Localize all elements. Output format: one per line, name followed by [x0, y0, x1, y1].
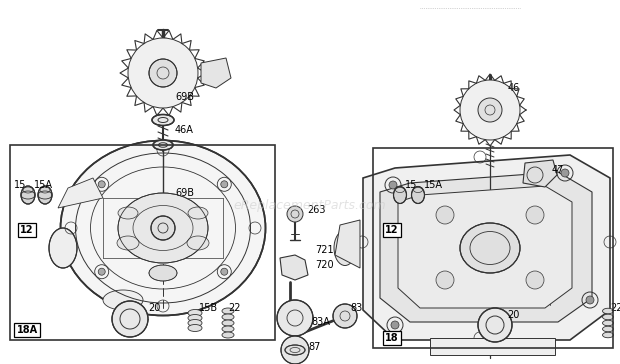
Circle shape	[112, 301, 148, 337]
Circle shape	[277, 300, 313, 336]
Text: 20: 20	[507, 310, 520, 320]
Ellipse shape	[152, 115, 174, 126]
Circle shape	[98, 268, 105, 275]
Circle shape	[478, 98, 502, 122]
Ellipse shape	[603, 332, 614, 338]
Polygon shape	[201, 58, 231, 88]
Ellipse shape	[222, 320, 234, 326]
Circle shape	[391, 321, 399, 329]
Ellipse shape	[394, 186, 407, 203]
Text: 15A: 15A	[34, 180, 53, 190]
Ellipse shape	[188, 324, 202, 332]
Ellipse shape	[187, 236, 209, 250]
Bar	[373, 148, 613, 348]
Ellipse shape	[460, 223, 520, 273]
Ellipse shape	[103, 290, 143, 310]
Text: 18: 18	[385, 333, 399, 343]
Ellipse shape	[412, 186, 425, 203]
Circle shape	[460, 80, 520, 140]
Text: 20: 20	[148, 303, 161, 313]
Ellipse shape	[118, 193, 208, 263]
Ellipse shape	[153, 140, 173, 150]
Ellipse shape	[149, 265, 177, 281]
Circle shape	[478, 308, 512, 342]
Circle shape	[586, 296, 594, 304]
Text: 47: 47	[552, 165, 564, 175]
Ellipse shape	[188, 309, 202, 317]
Ellipse shape	[222, 308, 234, 314]
Ellipse shape	[222, 326, 234, 332]
Circle shape	[561, 169, 569, 177]
Text: 15A: 15A	[424, 180, 443, 190]
Circle shape	[151, 216, 175, 240]
Circle shape	[281, 336, 309, 364]
Circle shape	[333, 304, 357, 328]
Polygon shape	[280, 255, 308, 280]
Text: 22: 22	[610, 303, 620, 313]
Text: eReplacementParts.com: eReplacementParts.com	[234, 198, 386, 211]
Ellipse shape	[603, 320, 614, 326]
Text: 22: 22	[228, 303, 241, 313]
Text: 15: 15	[14, 180, 27, 190]
Ellipse shape	[188, 314, 202, 321]
Polygon shape	[380, 172, 592, 322]
Bar	[10, 145, 275, 340]
Polygon shape	[363, 155, 610, 340]
Circle shape	[526, 271, 544, 289]
Text: 12: 12	[385, 225, 399, 235]
Polygon shape	[430, 338, 555, 355]
Text: 15B: 15B	[199, 303, 218, 313]
Text: 18A: 18A	[17, 325, 38, 335]
Ellipse shape	[188, 320, 202, 327]
Circle shape	[221, 268, 228, 275]
Circle shape	[221, 181, 228, 188]
Ellipse shape	[222, 314, 234, 320]
Ellipse shape	[117, 236, 139, 250]
Text: 46A: 46A	[175, 125, 194, 135]
Circle shape	[526, 206, 544, 224]
Ellipse shape	[603, 326, 614, 332]
Ellipse shape	[38, 186, 52, 204]
Circle shape	[98, 181, 105, 188]
Ellipse shape	[603, 314, 614, 320]
Text: 69B: 69B	[175, 188, 194, 198]
Circle shape	[128, 38, 198, 108]
Polygon shape	[58, 178, 103, 208]
Ellipse shape	[118, 207, 138, 219]
Ellipse shape	[603, 308, 614, 314]
Ellipse shape	[334, 230, 356, 265]
Text: 263: 263	[307, 205, 326, 215]
Circle shape	[436, 271, 454, 289]
Text: 69B: 69B	[175, 92, 194, 102]
Ellipse shape	[285, 345, 305, 355]
Polygon shape	[335, 220, 360, 268]
Text: 721: 721	[315, 245, 334, 255]
Circle shape	[436, 206, 454, 224]
Text: 87: 87	[308, 342, 321, 352]
Text: 83: 83	[350, 303, 362, 313]
Text: 46: 46	[508, 83, 520, 93]
Text: 12: 12	[20, 225, 33, 235]
Polygon shape	[398, 186, 572, 308]
Ellipse shape	[49, 228, 77, 268]
Circle shape	[287, 206, 303, 222]
Circle shape	[149, 59, 177, 87]
Polygon shape	[523, 160, 557, 187]
Text: 83A: 83A	[311, 317, 330, 327]
Ellipse shape	[188, 207, 208, 219]
Ellipse shape	[222, 332, 234, 338]
Circle shape	[389, 181, 397, 189]
Text: 720: 720	[315, 260, 334, 270]
Ellipse shape	[21, 186, 35, 204]
Ellipse shape	[61, 141, 265, 316]
Text: 15: 15	[405, 180, 417, 190]
